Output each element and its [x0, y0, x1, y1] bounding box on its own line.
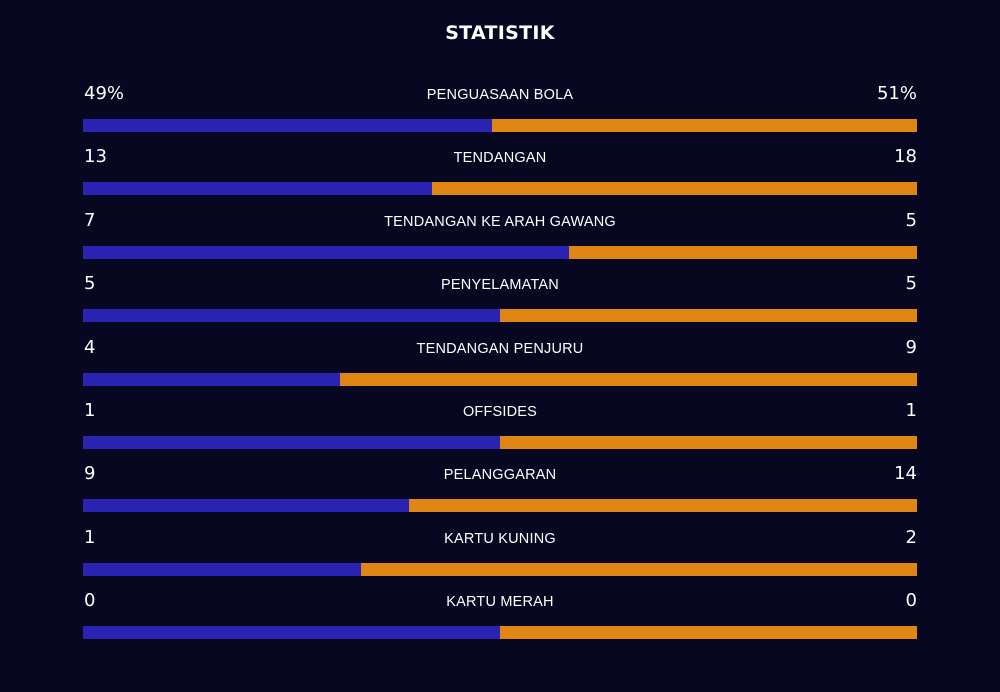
stat-values: 9 PELANGGARAN 14	[83, 460, 917, 486]
stat-values: 0 KARTU MERAH 0	[83, 587, 917, 613]
away-bar-segment	[500, 309, 917, 323]
stat-values: 4 TENDANGAN PENJURU 9	[83, 334, 917, 360]
home-bar-segment	[83, 499, 410, 513]
stat-row-shots: 13 TENDANGAN 18	[83, 143, 917, 206]
comparison-bar	[83, 245, 917, 259]
stat-label: PELANGGARAN	[443, 467, 557, 484]
away-bar-segment	[569, 245, 917, 259]
stat-row-corners: 4 TENDANGAN PENJURU 9	[83, 334, 917, 397]
comparison-bar	[83, 499, 917, 513]
away-value: 18	[894, 146, 917, 168]
stat-values: 1 OFFSIDES 1	[83, 397, 917, 423]
stat-row-offsides: 1 OFFSIDES 1	[83, 397, 917, 460]
away-value: 2	[905, 526, 917, 548]
stat-list: 49% PENGUASAAN BOLA 51% 13 TENDANGAN 18	[83, 80, 917, 651]
home-bar-segment	[83, 245, 570, 259]
stat-label: PENYELAMATAN	[441, 277, 559, 294]
stat-row-possession: 49% PENGUASAAN BOLA 51%	[83, 80, 917, 143]
stat-values: 1 KARTU KUNING 2	[83, 524, 917, 550]
stat-row-red-cards: 0 KARTU MERAH 0	[83, 587, 917, 650]
stat-values: 13 TENDANGAN 18	[83, 143, 917, 169]
stat-label: KARTU MERAH	[446, 594, 554, 611]
stat-label: TENDANGAN	[453, 150, 547, 167]
comparison-bar	[83, 372, 917, 386]
home-value: 13	[84, 146, 107, 168]
away-value: 51%	[876, 83, 917, 104]
stat-label: OFFSIDES	[462, 403, 538, 420]
away-value: 0	[905, 590, 917, 612]
stat-values: 7 TENDANGAN KE ARAH GAWANG 5	[83, 207, 917, 233]
home-value: 7	[84, 209, 96, 231]
stat-values: 49% PENGUASAAN BOLA 51%	[83, 80, 917, 106]
away-value: 5	[905, 209, 917, 231]
home-value: 1	[84, 526, 96, 548]
comparison-bar	[83, 562, 917, 576]
home-bar-segment	[83, 309, 500, 323]
panel-title: STATISTIK	[445, 22, 555, 44]
stat-label: PENGUASAAN BOLA	[426, 87, 574, 103]
home-bar-segment	[83, 626, 500, 640]
away-bar-segment	[432, 182, 917, 196]
away-value: 1	[905, 399, 917, 421]
away-value: 14	[894, 463, 917, 485]
away-bar-segment	[500, 435, 917, 449]
stat-row-saves: 5 PENYELAMATAN 5	[83, 270, 917, 333]
home-value: 9	[84, 463, 96, 485]
home-value: 0	[84, 590, 96, 612]
comparison-bar	[83, 182, 917, 196]
home-bar-segment	[83, 372, 340, 386]
comparison-bar	[83, 435, 917, 449]
away-bar-segment	[339, 372, 917, 386]
away-value: 9	[905, 336, 917, 358]
away-bar-segment	[409, 499, 917, 513]
stat-label: TENDANGAN PENJURU	[416, 340, 584, 357]
stat-label: TENDANGAN KE ARAH GAWANG	[384, 213, 616, 230]
home-value: 4	[84, 336, 96, 358]
stat-values: 5 PENYELAMATAN 5	[83, 270, 917, 296]
away-bar-segment	[491, 119, 917, 132]
stat-row-shots-on-target: 7 TENDANGAN KE ARAH GAWANG 5	[83, 207, 917, 270]
stat-row-fouls: 9 PELANGGARAN 14	[83, 460, 917, 523]
comparison-bar	[83, 309, 917, 323]
comparison-bar	[83, 626, 917, 640]
away-bar-segment	[500, 626, 917, 640]
home-bar-segment	[83, 435, 500, 449]
stat-row-yellow-cards: 1 KARTU KUNING 2	[83, 524, 917, 587]
away-value: 5	[905, 273, 917, 295]
home-bar-segment	[83, 562, 361, 576]
away-bar-segment	[360, 562, 917, 576]
comparison-bar	[83, 119, 917, 132]
home-bar-segment	[83, 119, 492, 132]
stat-label: KARTU KUNING	[444, 530, 556, 547]
home-value: 49%	[84, 83, 125, 104]
home-value: 5	[84, 273, 96, 295]
home-value: 1	[84, 399, 96, 421]
home-bar-segment	[83, 182, 433, 196]
